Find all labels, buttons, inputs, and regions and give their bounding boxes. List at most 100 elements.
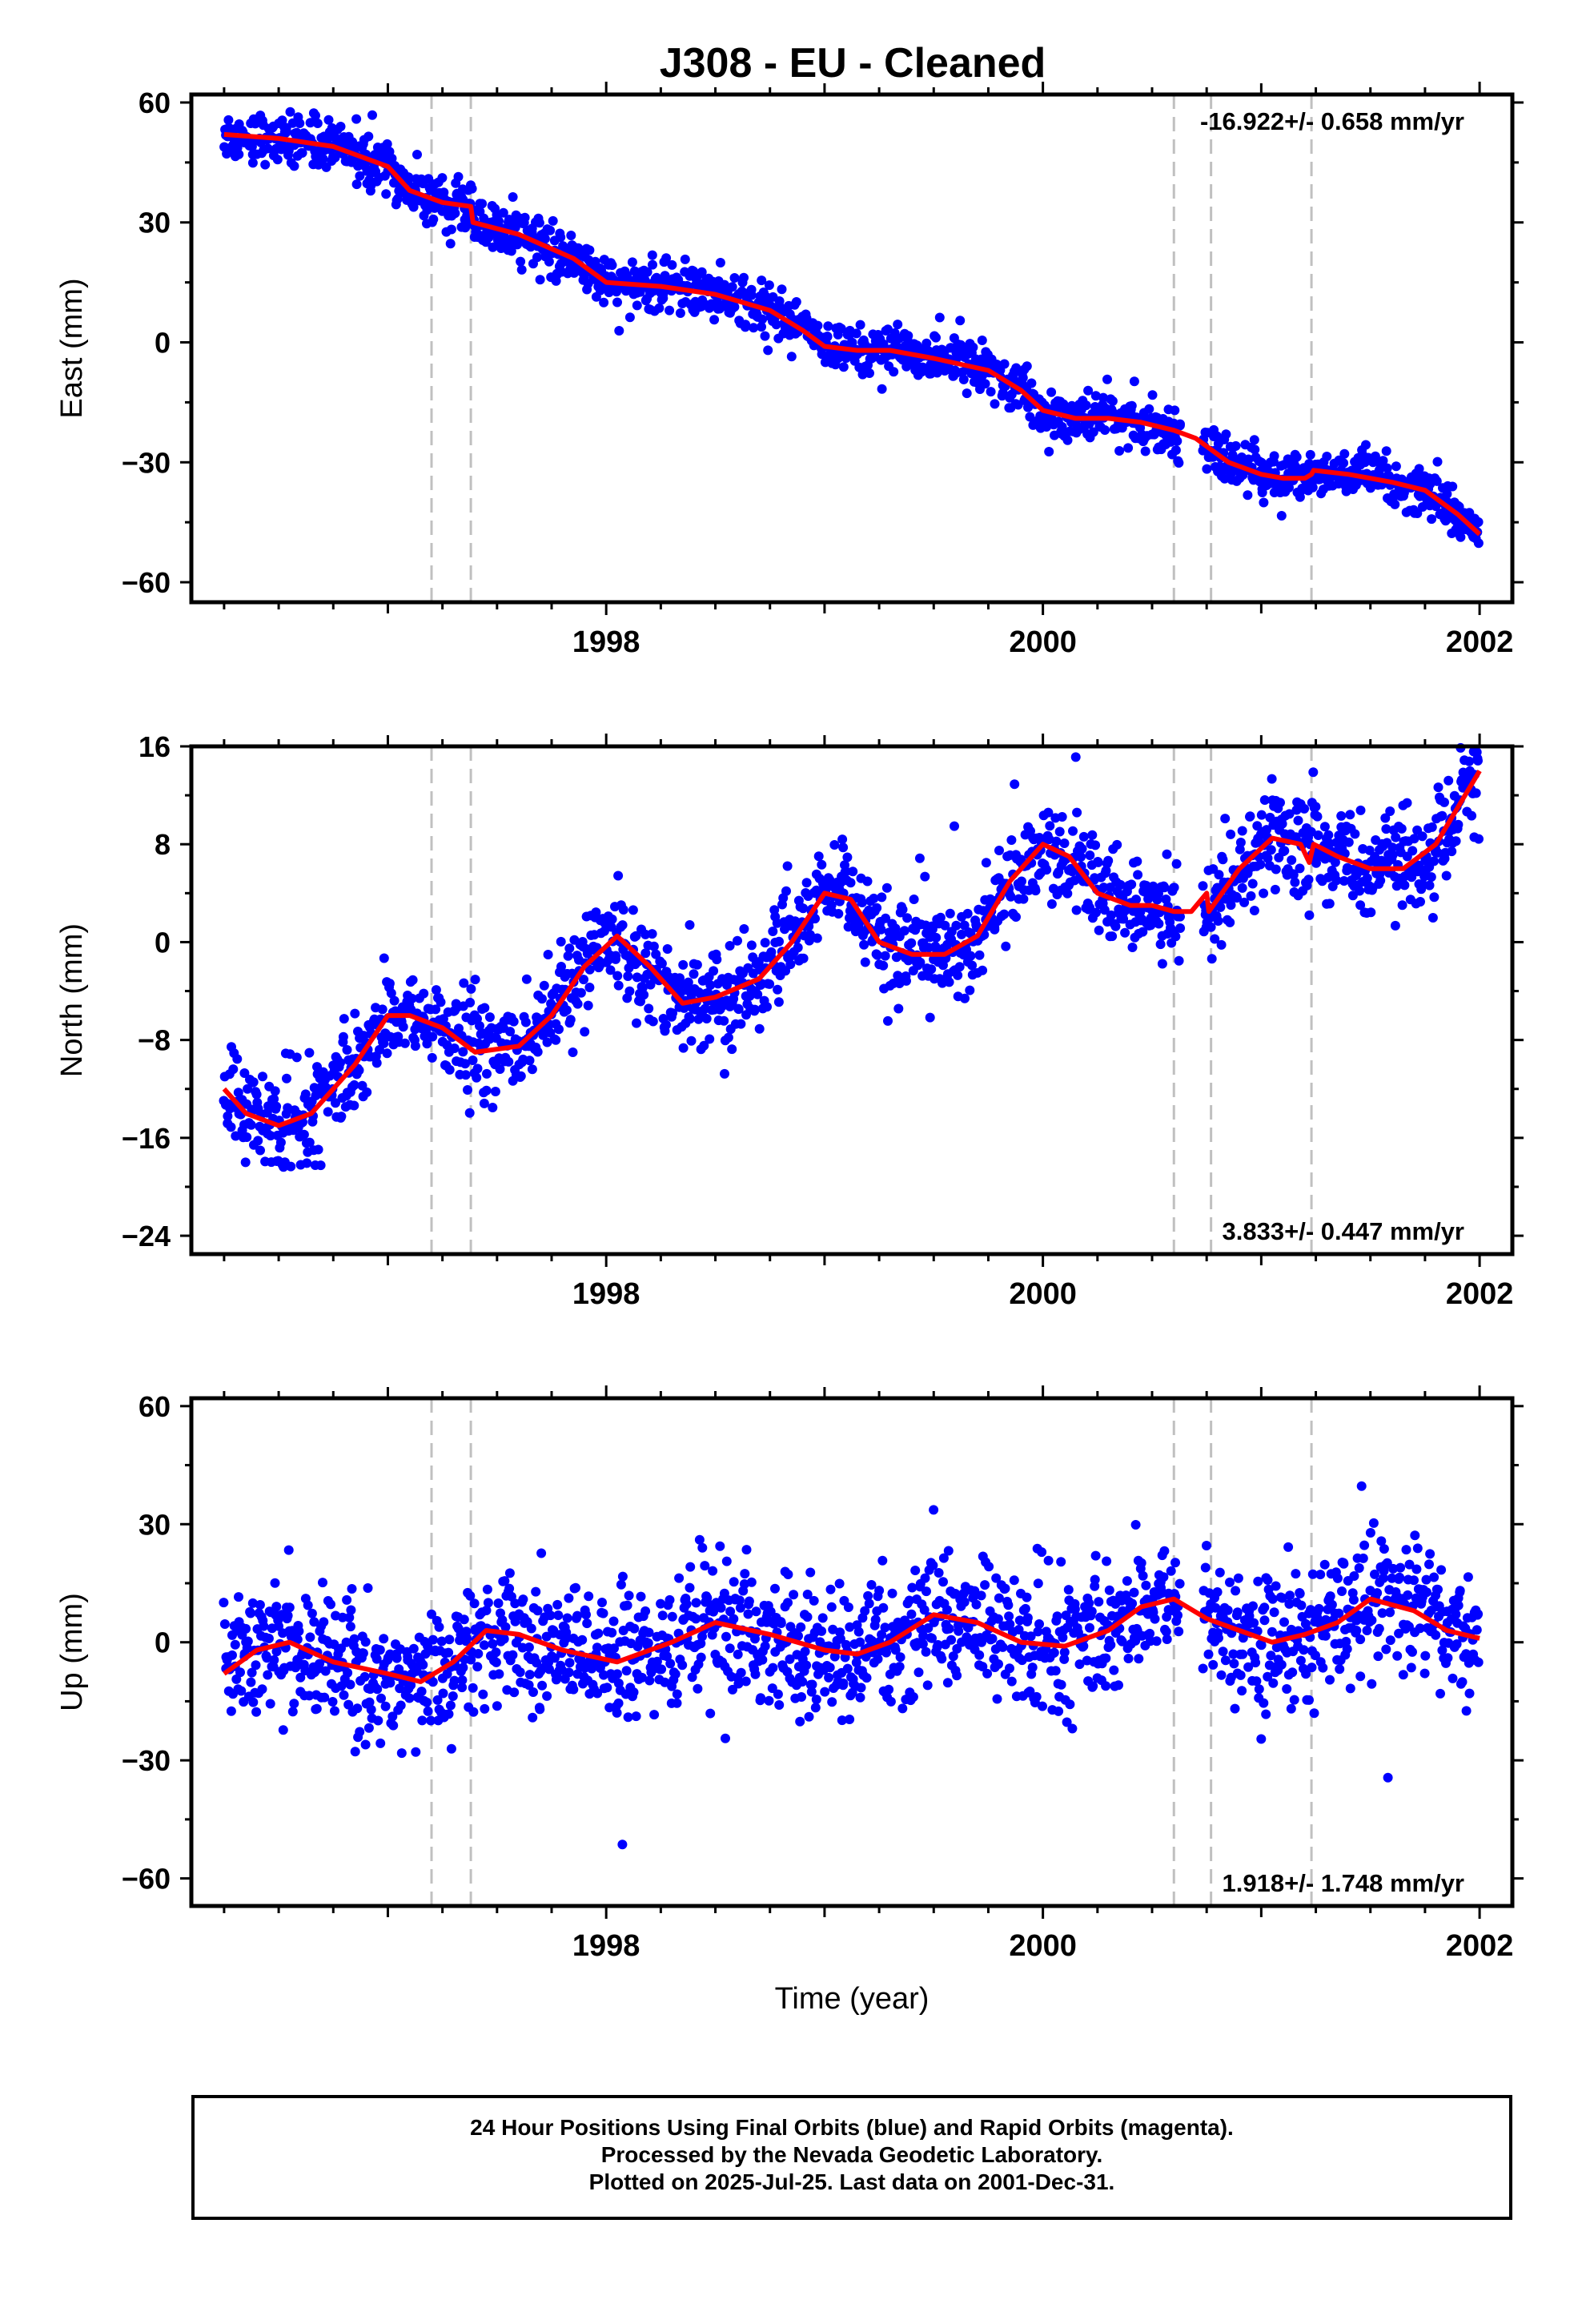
data-point [1235, 1670, 1246, 1680]
data-point [453, 171, 464, 182]
data-point [524, 1055, 535, 1066]
data-point [981, 858, 991, 868]
data-point [776, 1618, 786, 1628]
data-point [1215, 1567, 1225, 1578]
data-point [884, 1684, 894, 1695]
data-point [857, 898, 867, 907]
data-point [1226, 829, 1236, 839]
data-point [449, 1043, 460, 1053]
data-point [1463, 1572, 1473, 1582]
data-point [1304, 910, 1315, 920]
data-point [1433, 782, 1443, 793]
data-point [230, 1639, 240, 1650]
data-point [640, 1606, 651, 1616]
data-point [1043, 1555, 1054, 1566]
data-point [1307, 482, 1318, 493]
data-point [697, 1542, 708, 1553]
data-point [739, 924, 749, 934]
data-point [1284, 482, 1294, 493]
data-point [612, 1707, 622, 1718]
data-point [612, 971, 623, 981]
data-point [516, 264, 527, 275]
data-point [499, 1634, 509, 1644]
data-point [802, 1612, 813, 1622]
data-point [1412, 1543, 1423, 1554]
data-point [931, 932, 942, 943]
data-point [914, 853, 925, 863]
data-point [460, 1070, 471, 1080]
data-point [1051, 836, 1062, 846]
data-point [304, 1047, 315, 1058]
data-point [994, 1659, 1003, 1669]
data-point [531, 1586, 541, 1597]
data-point [1447, 846, 1457, 857]
data-point [1345, 1683, 1355, 1694]
data-point [971, 1599, 982, 1610]
data-point [774, 1700, 785, 1710]
data-point [1374, 1623, 1384, 1634]
data-point [677, 1660, 688, 1671]
data-point [1174, 1626, 1184, 1637]
data-point [1042, 865, 1052, 875]
data-point [889, 367, 899, 377]
data-point [678, 959, 689, 970]
data-point [861, 1673, 872, 1683]
data-point [1355, 1634, 1366, 1645]
data-point [729, 1577, 739, 1587]
data-point [984, 1562, 994, 1572]
data-point [490, 1087, 500, 1096]
data-point [689, 969, 699, 979]
data-point [801, 878, 812, 888]
data-point [617, 1839, 628, 1850]
data-point [685, 1582, 695, 1593]
data-point [895, 1652, 905, 1663]
data-point [648, 259, 657, 270]
data-point [1464, 1688, 1475, 1699]
data-point [845, 878, 856, 888]
data-point [382, 139, 392, 149]
data-point [1174, 955, 1184, 966]
data-point [504, 1056, 514, 1067]
data-point [349, 1080, 359, 1090]
data-point [1159, 1546, 1170, 1556]
data-point [468, 1683, 478, 1693]
data-point [416, 1687, 427, 1697]
data-point [422, 1039, 432, 1049]
data-point [444, 1647, 454, 1658]
data-point [422, 1697, 432, 1707]
data-point [876, 924, 886, 935]
data-point [978, 965, 988, 975]
data-point [552, 1599, 563, 1610]
data-point [1296, 1600, 1307, 1610]
data-point [1065, 1699, 1075, 1710]
data-point [379, 1634, 389, 1644]
data-point [1250, 444, 1260, 455]
data-point [894, 1662, 905, 1672]
data-point [1107, 396, 1118, 406]
data-point [958, 374, 969, 384]
data-point [1309, 1708, 1319, 1719]
data-point [1378, 456, 1388, 466]
data-point [282, 127, 291, 137]
data-point [618, 905, 628, 915]
data-point [1365, 483, 1375, 493]
data-point [777, 284, 787, 295]
data-point [417, 1715, 428, 1726]
data-point [1094, 1597, 1104, 1607]
data-point [271, 1101, 282, 1112]
data-point [1382, 463, 1392, 473]
data-point [257, 1684, 267, 1695]
data-point [1467, 810, 1477, 821]
data-point [897, 904, 908, 915]
data-point [1381, 446, 1391, 456]
data-point [355, 1727, 365, 1737]
data-point [817, 1626, 827, 1636]
data-point [1063, 1585, 1074, 1595]
data-point [624, 1590, 634, 1601]
data-point [877, 892, 887, 903]
data-point [667, 1611, 677, 1622]
data-point [954, 962, 965, 972]
data-point [1268, 1678, 1279, 1688]
data-point [944, 977, 954, 987]
